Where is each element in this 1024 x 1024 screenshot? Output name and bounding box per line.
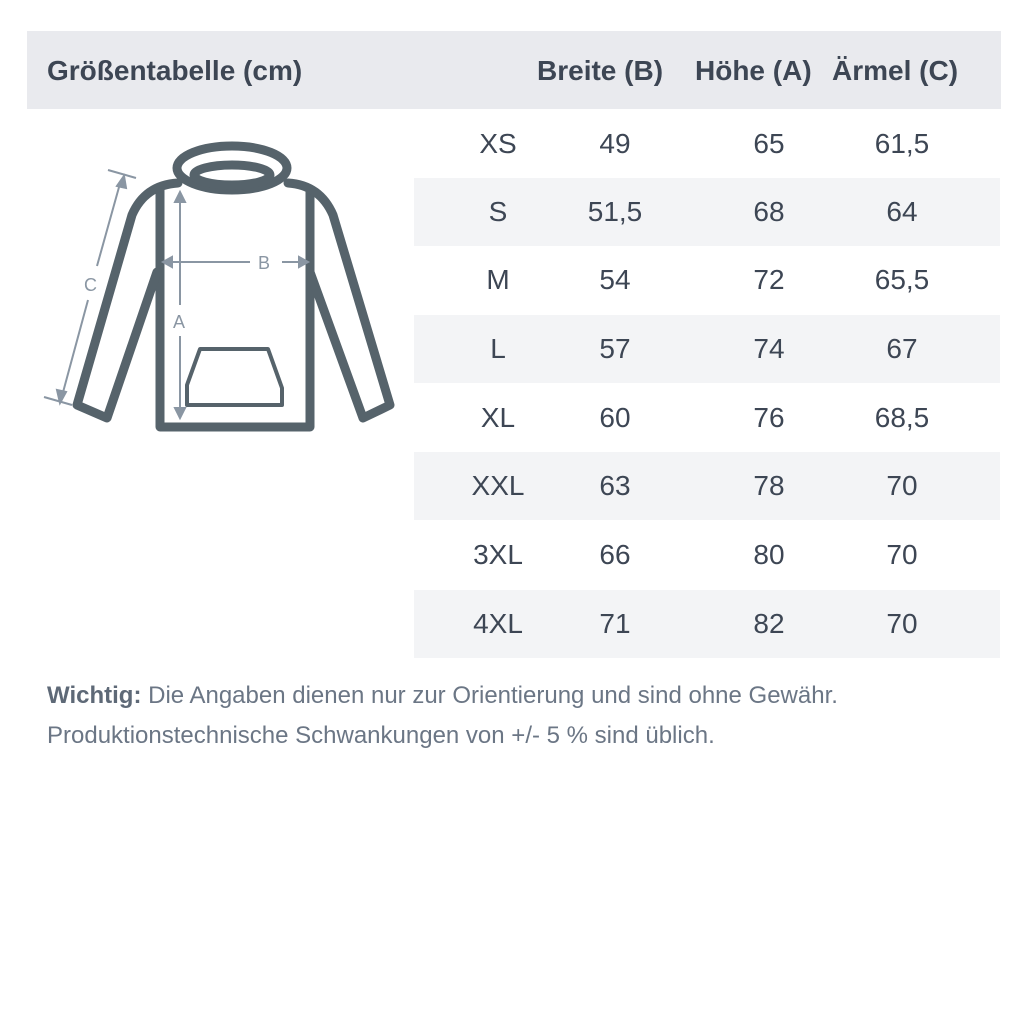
- disclaimer-note: Wichtig: Die Angaben dienen nur zur Orie…: [47, 676, 838, 756]
- cell-b: 57: [599, 333, 631, 364]
- hoodie-body: [155, 185, 315, 432]
- table-row: L 57 74 67: [414, 315, 1000, 383]
- cell-a: 78: [753, 470, 785, 501]
- cell-a: 76: [753, 402, 785, 433]
- table-header: Größentabelle (cm) Breite (B) Höhe (A) Ä…: [27, 31, 1001, 109]
- cell-a: 82: [753, 608, 785, 639]
- cell-b: 54: [599, 264, 631, 295]
- column-header-breite: Breite (B): [537, 55, 664, 86]
- cell-a: 72: [753, 264, 785, 295]
- table-row: XXL 63 78 70: [414, 452, 1000, 520]
- column-header-aermel: Ärmel (C): [832, 55, 959, 86]
- cell-a: 65: [753, 128, 785, 159]
- hood-outer: [172, 141, 292, 195]
- hood-inner: [189, 160, 275, 190]
- size-label: 4XL: [473, 608, 523, 639]
- table-row: 3XL 66 80 70: [414, 521, 1000, 589]
- hoodie-diagram: A B C: [43, 141, 395, 432]
- size-label: M: [486, 264, 510, 295]
- measure-c-line: [96, 179, 122, 267]
- cell-a: 80: [753, 539, 785, 570]
- cell-c: 67: [886, 333, 918, 364]
- pocket: [185, 347, 284, 407]
- size-label: S: [488, 196, 508, 227]
- cell-c: 68,5: [874, 402, 930, 433]
- cell-b: 71: [599, 608, 631, 639]
- cell-b: 49: [599, 128, 631, 159]
- cell-c: 70: [886, 470, 918, 501]
- table-row: M 54 72 65,5: [414, 246, 1000, 314]
- cell-c: 65,5: [874, 264, 930, 295]
- left-sleeve: [72, 178, 183, 423]
- cell-a: 68: [753, 196, 785, 227]
- size-label: XXL: [471, 470, 525, 501]
- cell-c: 64: [886, 196, 918, 227]
- table-row: XS 49 65 61,5: [414, 110, 1000, 178]
- cell-b: 63: [599, 470, 631, 501]
- size-label: L: [490, 333, 506, 364]
- note-bold: Wichtig:: [47, 682, 142, 709]
- right-sleeve: [283, 178, 395, 423]
- label-b: B: [258, 253, 270, 273]
- cell-b: 60: [599, 402, 631, 433]
- label-a: A: [173, 312, 185, 332]
- cell-c: 61,5: [874, 128, 930, 159]
- cell-a: 74: [753, 333, 785, 364]
- size-label: XL: [480, 402, 516, 433]
- size-label: XS: [479, 128, 517, 159]
- cell-b: 51,5: [587, 196, 643, 227]
- table-row: S 51,5 68 64: [414, 178, 1000, 246]
- column-header-hoehe: Höhe (A): [695, 55, 812, 86]
- note-line2: Produktionstechnische Schwankungen von +…: [47, 722, 715, 749]
- table-row: 4XL 71 82 70: [414, 590, 1000, 658]
- size-label: 3XL: [473, 539, 523, 570]
- cell-b: 66: [599, 539, 631, 570]
- label-c: C: [84, 275, 97, 295]
- note-line1: Die Angaben dienen nur zur Orientierung …: [148, 682, 838, 709]
- table-row: XL 60 76 68,5: [414, 384, 1000, 452]
- table-title: Größentabelle (cm): [47, 55, 303, 86]
- cell-c: 70: [886, 539, 918, 570]
- cell-c: 70: [886, 608, 918, 639]
